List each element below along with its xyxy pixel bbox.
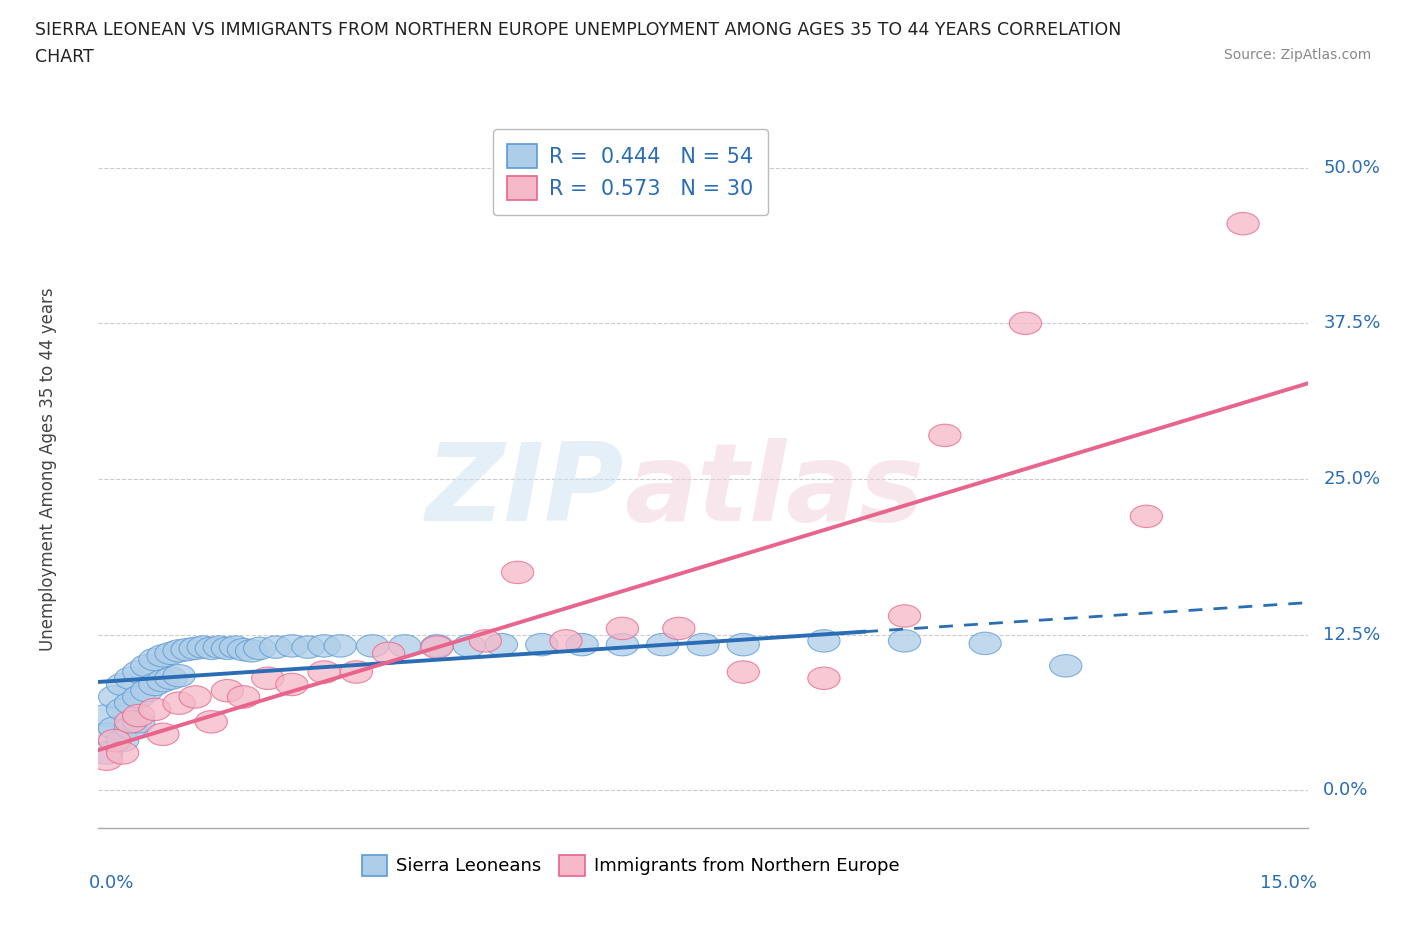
Ellipse shape <box>276 673 308 696</box>
Text: CHART: CHART <box>35 48 94 66</box>
Ellipse shape <box>114 711 146 733</box>
Ellipse shape <box>453 634 485 658</box>
Ellipse shape <box>929 424 960 446</box>
Ellipse shape <box>243 637 276 659</box>
Ellipse shape <box>107 729 139 751</box>
Ellipse shape <box>122 685 155 708</box>
Ellipse shape <box>98 717 131 739</box>
Ellipse shape <box>187 636 219 658</box>
Ellipse shape <box>889 604 921 627</box>
Text: 12.5%: 12.5% <box>1323 626 1381 644</box>
Text: atlas: atlas <box>624 438 924 544</box>
Ellipse shape <box>526 633 558 656</box>
Ellipse shape <box>420 634 453 658</box>
Ellipse shape <box>235 640 267 662</box>
Ellipse shape <box>98 729 131 751</box>
Ellipse shape <box>228 685 260 708</box>
Ellipse shape <box>163 665 195 687</box>
Ellipse shape <box>163 640 195 662</box>
Ellipse shape <box>662 618 695 640</box>
Ellipse shape <box>155 642 187 665</box>
Ellipse shape <box>146 724 179 746</box>
Ellipse shape <box>356 634 388 658</box>
Text: 50.0%: 50.0% <box>1323 159 1381 177</box>
Ellipse shape <box>90 742 122 764</box>
Ellipse shape <box>131 680 163 702</box>
Ellipse shape <box>606 633 638 656</box>
Ellipse shape <box>195 637 228 659</box>
Ellipse shape <box>211 680 243 702</box>
Ellipse shape <box>308 634 340 658</box>
Ellipse shape <box>98 685 131 708</box>
Ellipse shape <box>470 630 502 652</box>
Ellipse shape <box>107 742 139 764</box>
Text: Unemployment Among Ages 35 to 44 years: Unemployment Among Ages 35 to 44 years <box>38 288 56 651</box>
Ellipse shape <box>340 661 373 684</box>
Ellipse shape <box>122 661 155 684</box>
Ellipse shape <box>172 638 204 661</box>
Ellipse shape <box>727 661 759 684</box>
Ellipse shape <box>1130 505 1163 527</box>
Ellipse shape <box>688 633 718 656</box>
Text: ZIP: ZIP <box>426 438 624 544</box>
Ellipse shape <box>90 704 122 727</box>
Ellipse shape <box>139 648 172 671</box>
Text: 0.0%: 0.0% <box>89 874 134 892</box>
Ellipse shape <box>325 634 356 658</box>
Ellipse shape <box>139 698 172 721</box>
Text: 37.5%: 37.5% <box>1323 314 1381 332</box>
Ellipse shape <box>211 637 243 659</box>
Ellipse shape <box>808 630 839 652</box>
Ellipse shape <box>107 698 139 721</box>
Ellipse shape <box>228 638 260 661</box>
Ellipse shape <box>276 634 308 658</box>
Ellipse shape <box>90 748 122 770</box>
Ellipse shape <box>114 692 146 714</box>
Ellipse shape <box>179 685 211 708</box>
Text: 15.0%: 15.0% <box>1260 874 1317 892</box>
Ellipse shape <box>388 634 420 658</box>
Ellipse shape <box>146 670 179 692</box>
Ellipse shape <box>252 667 284 689</box>
Ellipse shape <box>114 667 146 689</box>
Text: Source: ZipAtlas.com: Source: ZipAtlas.com <box>1223 48 1371 62</box>
Ellipse shape <box>155 667 187 689</box>
Ellipse shape <box>647 633 679 656</box>
Ellipse shape <box>122 711 155 733</box>
Ellipse shape <box>179 637 211 659</box>
Ellipse shape <box>204 636 235 658</box>
Legend: Sierra Leoneans, Immigrants from Northern Europe: Sierra Leoneans, Immigrants from Norther… <box>354 848 907 884</box>
Ellipse shape <box>195 711 228 733</box>
Ellipse shape <box>567 633 598 656</box>
Ellipse shape <box>727 633 759 656</box>
Text: SIERRA LEONEAN VS IMMIGRANTS FROM NORTHERN EUROPE UNEMPLOYMENT AMONG AGES 35 TO : SIERRA LEONEAN VS IMMIGRANTS FROM NORTHE… <box>35 21 1122 39</box>
Ellipse shape <box>1050 655 1081 677</box>
Ellipse shape <box>146 644 179 667</box>
Ellipse shape <box>1227 212 1260 235</box>
Ellipse shape <box>485 633 517 656</box>
Ellipse shape <box>420 636 453 658</box>
Ellipse shape <box>122 704 155 727</box>
Ellipse shape <box>969 632 1001 655</box>
Ellipse shape <box>260 636 292 658</box>
Ellipse shape <box>90 724 122 746</box>
Ellipse shape <box>219 636 252 658</box>
Ellipse shape <box>107 673 139 696</box>
Ellipse shape <box>139 673 172 696</box>
Ellipse shape <box>502 561 534 584</box>
Ellipse shape <box>114 717 146 739</box>
Text: 25.0%: 25.0% <box>1323 470 1381 488</box>
Ellipse shape <box>606 618 638 640</box>
Ellipse shape <box>373 642 405 665</box>
Ellipse shape <box>131 655 163 677</box>
Ellipse shape <box>1010 312 1042 335</box>
Ellipse shape <box>808 667 839 689</box>
Text: 0.0%: 0.0% <box>1323 781 1368 800</box>
Ellipse shape <box>308 661 340 684</box>
Ellipse shape <box>163 692 195 714</box>
Ellipse shape <box>889 630 921 652</box>
Ellipse shape <box>550 630 582 652</box>
Ellipse shape <box>292 636 325 658</box>
